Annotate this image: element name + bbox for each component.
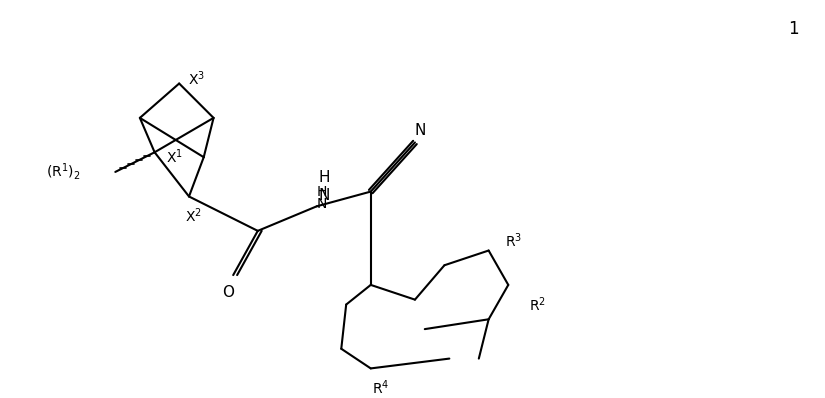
Text: R$^2$: R$^2$ [530,295,546,314]
Text: (R$^1$)$_2$: (R$^1$)$_2$ [46,162,81,182]
Text: R$^3$: R$^3$ [505,231,521,250]
Text: X$^1$: X$^1$ [166,148,182,166]
Text: 1: 1 [788,20,799,39]
Text: R$^4$: R$^4$ [372,379,389,397]
Text: H
N: H N [318,170,330,203]
Text: N: N [414,123,426,138]
Text: X$^3$: X$^3$ [188,69,205,88]
Text: H: H [317,185,327,199]
Text: N: N [317,197,327,211]
Text: O: O [222,285,234,300]
Text: X$^2$: X$^2$ [186,207,202,225]
